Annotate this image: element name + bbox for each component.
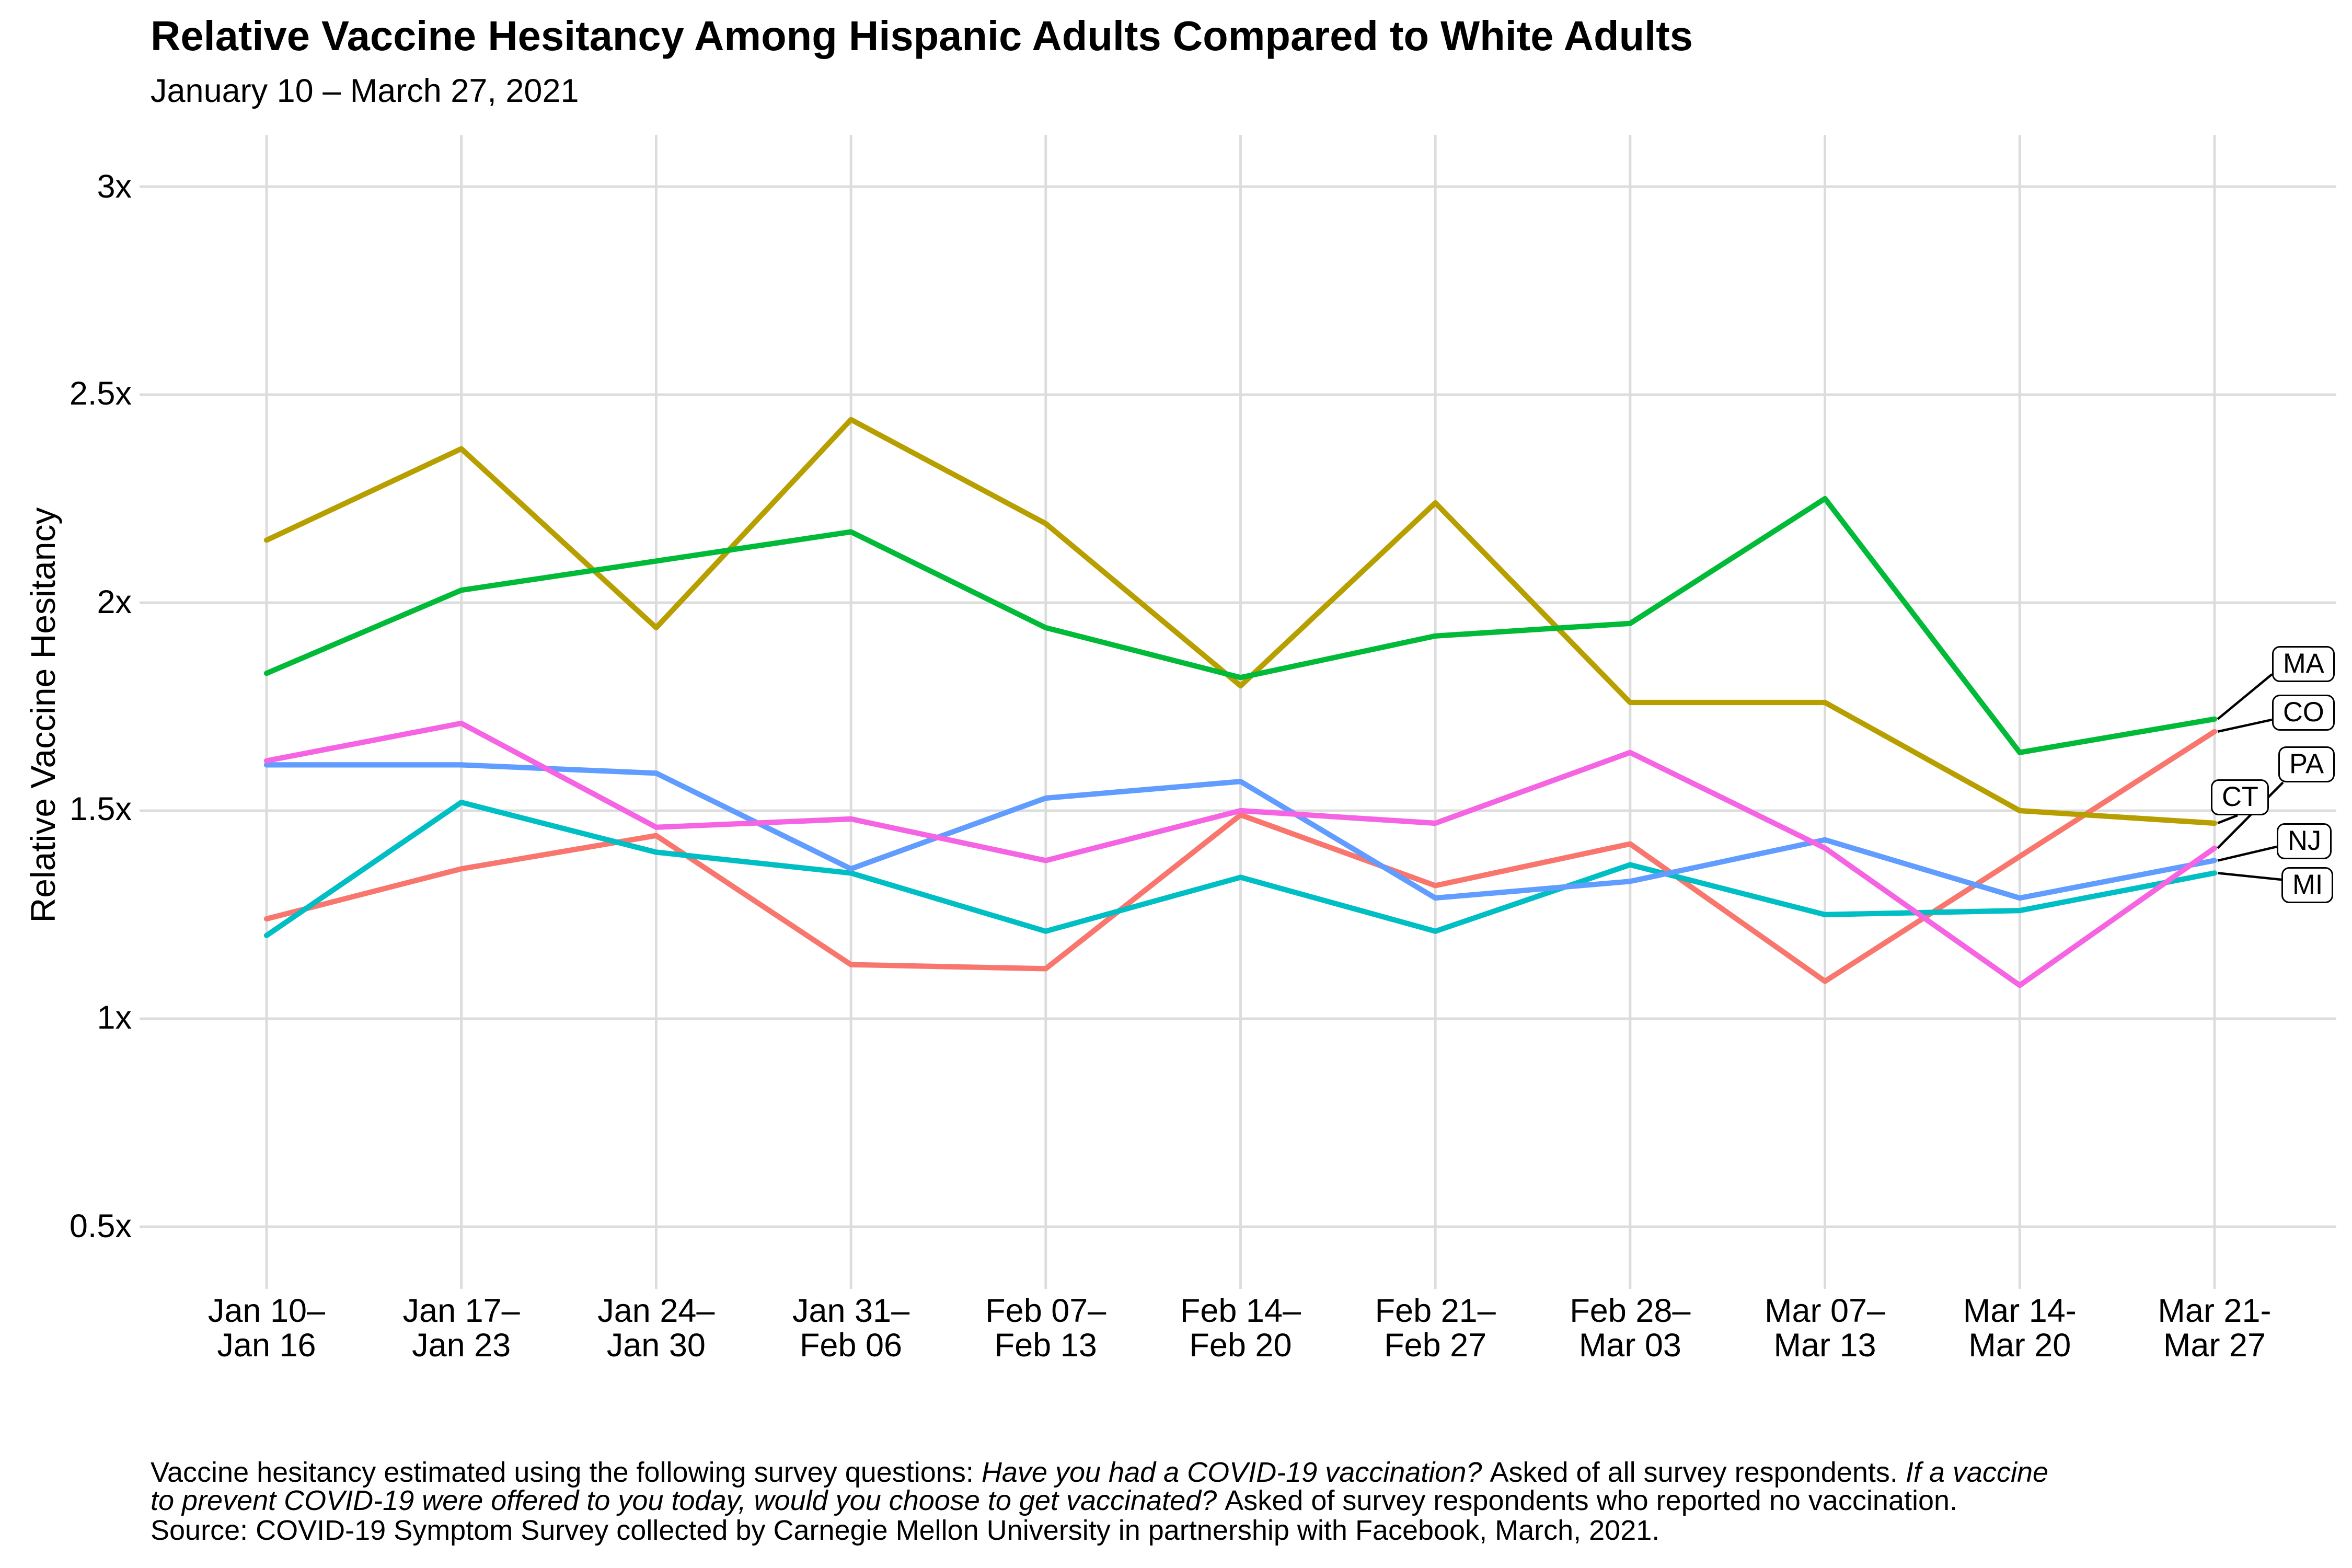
x-tick-label: Feb 07– Feb 13 — [985, 1294, 1106, 1364]
series-end-label-MI: MI — [2281, 867, 2334, 903]
series-end-label-CT: CT — [2211, 779, 2269, 815]
x-tick-label: Mar 07– Mar 13 — [1764, 1294, 1886, 1364]
series-end-label-NJ: NJ — [2277, 823, 2333, 859]
caption-line: to prevent COVID-19 were offered to you … — [151, 1485, 1958, 1517]
caption-line: Source: COVID-19 Symptom Survey collecte… — [151, 1514, 1660, 1546]
y-tick-label: 1.5x — [69, 792, 132, 829]
x-tick-label: Jan 10– Jan 16 — [207, 1294, 326, 1364]
series-line-CT — [263, 417, 2218, 826]
y-tick-label: 1x — [97, 1000, 132, 1037]
series-line-PA — [263, 720, 2218, 988]
caption: Vaccine hesitancy estimated using the fo… — [151, 1458, 2048, 1545]
leader-line-CT — [2217, 814, 2238, 824]
x-tick-label: Feb 14– Feb 20 — [1180, 1294, 1301, 1364]
y-tick-label: 2.5x — [69, 376, 132, 413]
x-tick-label: Jan 17– Jan 23 — [402, 1294, 520, 1364]
leader-line-MI — [2217, 872, 2282, 881]
page-title: Relative Vaccine Hesitancy Among Hispani… — [151, 13, 1693, 60]
x-tick-label: Jan 24– Jan 30 — [597, 1294, 715, 1364]
series-end-label-MA: MA — [2272, 646, 2335, 682]
series-end-label-CO: CO — [2272, 695, 2335, 731]
series-line-CO — [263, 729, 2218, 984]
y-tick-label: 0.5x — [69, 1208, 132, 1245]
x-tick-label: Mar 14- Mar 20 — [1963, 1294, 2077, 1364]
x-tick-label: Jan 31– Feb 06 — [792, 1294, 910, 1364]
y-tick-label: 3x — [97, 168, 132, 205]
series-line-NJ — [263, 762, 2218, 901]
leader-line-MA — [2217, 673, 2273, 720]
y-tick-label: 2x — [97, 584, 132, 621]
x-tick-label: Feb 28– Mar 03 — [1570, 1294, 1691, 1364]
series-end-label-PA: PA — [2278, 746, 2335, 782]
leader-line-NJ — [2217, 845, 2277, 862]
series-line-MI — [263, 800, 2218, 938]
page-subtitle: January 10 – March 27, 2021 — [151, 74, 579, 110]
series-line-MA — [263, 495, 2218, 755]
leader-line-CO — [2217, 718, 2273, 733]
x-tick-label: Mar 21- Mar 27 — [2158, 1294, 2272, 1364]
caption-line: Vaccine hesitancy estimated using the fo… — [151, 1457, 2049, 1488]
x-tick-label: Feb 21– Feb 27 — [1375, 1294, 1496, 1364]
